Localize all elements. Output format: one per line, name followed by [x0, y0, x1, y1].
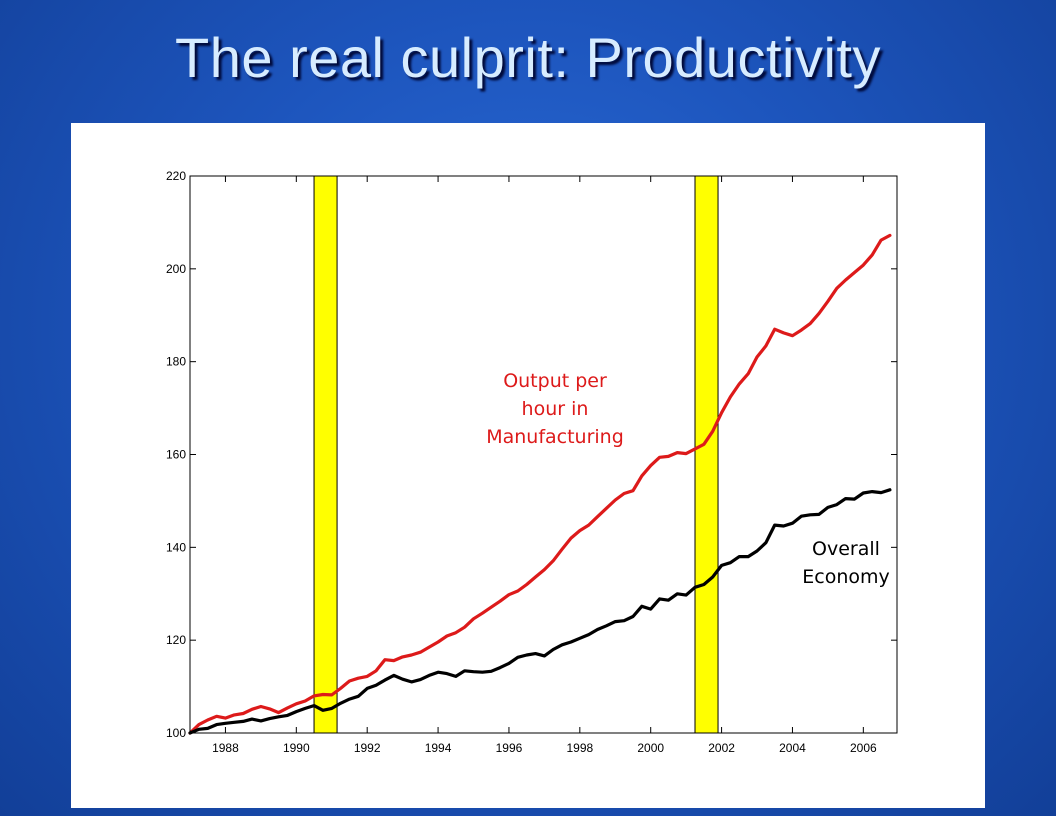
- series-line-manufacturing: [188, 233, 892, 735]
- recession-bands: [313, 175, 719, 734]
- chart-panel: 1988 1990 1992 1994 1996 1998 2000 2002 2004 2006…: [71, 123, 985, 808]
- y-tick-label: 100: [166, 726, 186, 740]
- x-tick-label: 1994: [425, 741, 452, 755]
- annotation-manufacturing: Output per hour in Manufacturing: [486, 370, 624, 448]
- productivity-chart: 1988 1990 1992 1994 1996 1998 2000 2002 2004 2006…: [166, 169, 898, 755]
- x-tick-label: 2006: [850, 741, 877, 755]
- series-lines: [188, 233, 892, 735]
- axis-ticks: 1988 1990 1992 1994 1996 1998 2000 2002 2004 2006…: [166, 169, 897, 755]
- x-tick-label: 2002: [708, 741, 735, 755]
- x-tick-label: 1988: [212, 741, 239, 755]
- y-tick-label: 140: [166, 540, 186, 554]
- x-tick-label: 2000: [637, 741, 664, 755]
- y-tick-label: 220: [166, 169, 186, 183]
- annotation-overall-economy: Overall Economy: [802, 538, 890, 588]
- x-tick-label: 1998: [566, 741, 593, 755]
- x-tick-label: 1996: [496, 741, 523, 755]
- recession-band-1: [313, 175, 338, 734]
- y-tick-label: 120: [166, 633, 186, 647]
- plot-frame: [189, 175, 898, 734]
- recession-band-2: [694, 175, 719, 734]
- x-tick-label: 2004: [779, 741, 806, 755]
- series-line-overall-economy: [188, 488, 892, 735]
- y-tick-label: 160: [166, 448, 186, 462]
- x-tick-label: 1990: [283, 741, 310, 755]
- x-tick-label: 1992: [354, 741, 381, 755]
- y-tick-label: 200: [166, 262, 186, 276]
- y-tick-label: 180: [166, 355, 186, 369]
- slide-title: The real culprit: Productivity: [175, 26, 881, 89]
